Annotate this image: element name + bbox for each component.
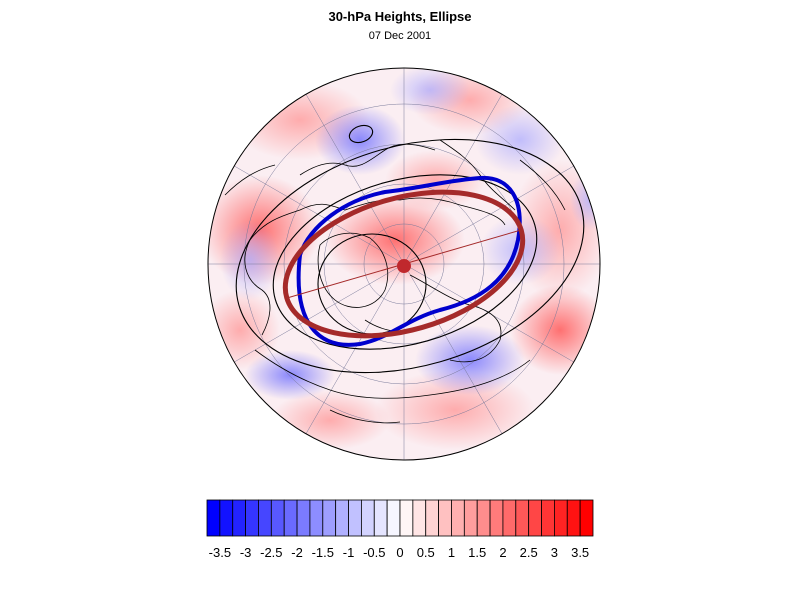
height-contours <box>235 124 585 374</box>
colorbar-box <box>360 499 375 537</box>
colorbar-box <box>296 499 311 537</box>
colorbar-box <box>489 499 504 537</box>
colorbar-box <box>438 499 452 537</box>
colorbar-box <box>335 499 349 537</box>
colorbar-box <box>541 499 555 537</box>
colorbar-label: 2.5 <box>520 545 538 560</box>
colorbar-label: 0 <box>396 545 403 560</box>
colorbar-box <box>270 499 285 537</box>
colorbar-box <box>206 499 221 537</box>
climatology-ellipse <box>296 175 522 347</box>
colorbar-box <box>322 499 337 537</box>
plot-date: 07 Dec 2001 <box>368 30 432 42</box>
colorbar-box <box>245 499 259 537</box>
colorbar-label: -3 <box>240 545 252 560</box>
colorbar-box <box>515 499 530 537</box>
colorbar-label: 1.5 <box>468 545 486 560</box>
colorbar-label: 1 <box>448 545 455 560</box>
colorbar-label: -2.5 <box>260 545 282 560</box>
colorbar-box <box>348 499 362 537</box>
colorbar-box <box>412 499 427 537</box>
colorbar-label: 3 <box>551 545 558 560</box>
colorbar-box <box>579 499 594 537</box>
globe-outline <box>207 67 601 461</box>
colorbar-labels: -3.5 -3 -2.5 -2 -1.5 -1 -0.5 0 0.5 1 1.5 2 2.5 3 3.5 <box>209 545 590 560</box>
colorbar-label: -1.5 <box>312 545 334 560</box>
ellipse-center-marker <box>397 259 411 273</box>
colorbar-label: -1 <box>343 545 355 560</box>
plot-title: 30-hPa Heights, Ellipse <box>328 9 472 24</box>
colorbar-box <box>399 499 414 537</box>
colorbar-box <box>309 499 324 537</box>
colorbar-label: -2 <box>291 545 303 560</box>
colorbar-label: 2 <box>499 545 506 560</box>
colorbar-box <box>451 499 465 537</box>
colorbar-box <box>528 499 542 537</box>
colorbar-box <box>425 499 440 537</box>
colorbar-box <box>258 499 272 537</box>
colorbar-boxes <box>206 499 594 537</box>
colorbar-box <box>232 499 247 537</box>
colorbar-box <box>566 499 581 537</box>
colorbar-box <box>463 499 478 537</box>
colorbar-box <box>373 499 388 537</box>
colorbar-box <box>219 499 234 537</box>
colorbar-label: 0.5 <box>417 545 435 560</box>
colorbar-box <box>476 499 491 537</box>
height-ellipse <box>282 189 526 339</box>
colorbar-label: -0.5 <box>363 545 385 560</box>
colorbar-box <box>502 499 517 537</box>
colorbar-box <box>554 499 568 537</box>
colorbar-box <box>283 499 298 537</box>
colorbar-box <box>386 499 401 537</box>
colorbar-label: 3.5 <box>571 545 589 560</box>
colorbar-label: -3.5 <box>209 545 231 560</box>
coastlines <box>224 139 566 424</box>
